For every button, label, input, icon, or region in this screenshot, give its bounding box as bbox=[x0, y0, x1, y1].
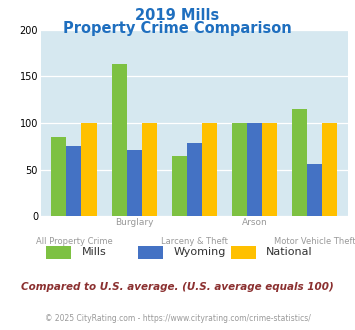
Bar bbox=[292, 109, 307, 216]
Bar bbox=[51, 137, 66, 216]
Text: Larceny & Theft: Larceny & Theft bbox=[161, 237, 228, 246]
Bar bbox=[127, 150, 142, 216]
Text: Wyoming: Wyoming bbox=[174, 248, 226, 257]
Bar bbox=[142, 123, 157, 216]
Bar bbox=[66, 146, 81, 216]
Text: Property Crime Comparison: Property Crime Comparison bbox=[63, 21, 292, 36]
Bar bbox=[307, 164, 322, 216]
Bar bbox=[111, 64, 127, 216]
Text: Burglary: Burglary bbox=[115, 218, 153, 227]
Text: National: National bbox=[266, 248, 313, 257]
Bar bbox=[172, 155, 187, 216]
Bar bbox=[232, 123, 247, 216]
Bar bbox=[322, 123, 337, 216]
Bar bbox=[262, 123, 277, 216]
Bar bbox=[202, 123, 217, 216]
Text: Mills: Mills bbox=[82, 248, 106, 257]
Text: Arson: Arson bbox=[242, 218, 267, 227]
Text: Compared to U.S. average. (U.S. average equals 100): Compared to U.S. average. (U.S. average … bbox=[21, 282, 334, 292]
Text: © 2025 CityRating.com - https://www.cityrating.com/crime-statistics/: © 2025 CityRating.com - https://www.city… bbox=[45, 314, 310, 323]
Text: 2019 Mills: 2019 Mills bbox=[135, 8, 220, 23]
Text: All Property Crime: All Property Crime bbox=[36, 237, 112, 246]
Bar bbox=[187, 143, 202, 216]
Bar bbox=[247, 123, 262, 216]
Text: Motor Vehicle Theft: Motor Vehicle Theft bbox=[274, 237, 355, 246]
Bar bbox=[81, 123, 97, 216]
